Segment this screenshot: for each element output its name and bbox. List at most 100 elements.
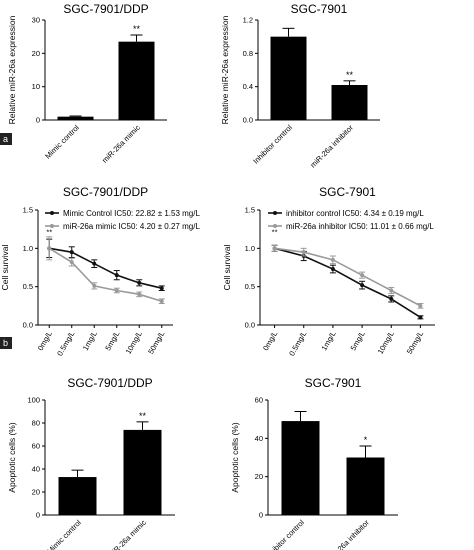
category-label: 0.5mg/L (287, 330, 308, 358)
y-axis-label: Apoptotic cells (%) (230, 422, 240, 493)
chart-title: SGC-7901 (305, 376, 362, 390)
panel-label: b (3, 338, 8, 348)
y-axis-label: Apoptotic cells (%) (7, 422, 17, 493)
chart-title: SGC-7901/DDP (63, 185, 148, 199)
significance-mark: ** (346, 70, 354, 80)
category-label: 0.5mg/L (55, 330, 76, 358)
y-axis-label: Cell survival (0, 244, 10, 290)
bar (270, 36, 307, 120)
legend-label: inhibitor control IC50: 4.34 ± 0.19 mg/L (286, 209, 424, 218)
series-line (274, 247, 421, 307)
bar (281, 421, 320, 515)
y-tick-label: 20 (32, 488, 40, 497)
y-tick-label: 0.0 (243, 116, 253, 125)
y-tick-label: 1.5 (23, 206, 33, 215)
y-tick-label: 1.0 (23, 244, 33, 253)
legend-marker (273, 224, 277, 228)
y-tick-label: 0 (259, 511, 263, 520)
chart-5: SGC-7901/DDP Apoptotic cells (%) 0 20 40 60 80… (7, 376, 175, 550)
y-tick-label: 0.0 (23, 321, 33, 330)
category-label: 50mg/L (405, 330, 425, 356)
data-point (92, 261, 97, 266)
bar (331, 85, 368, 120)
y-tick-label: 0 (36, 116, 40, 125)
y-tick-label: 0.8 (243, 49, 253, 58)
y-tick-label: 0.4 (243, 82, 253, 91)
category-label: 10mg/L (124, 330, 144, 356)
category-label: 10mg/L (376, 330, 396, 356)
chart-1: SGC-7901/DDP Relative miR-26a expression 0… (7, 2, 167, 165)
category-label: 5mg/L (349, 330, 367, 353)
data-point (389, 288, 394, 293)
series-line (274, 247, 421, 319)
data-point (360, 283, 365, 288)
significance-mark: ** (133, 24, 141, 34)
legend-marker (50, 211, 54, 215)
category-label: 0mg/L (36, 330, 54, 353)
chart-title: SGC-7901/DDP (63, 2, 148, 16)
y-axis-label: Cell survival (222, 244, 232, 290)
category-label: miR-26a inhibitor (324, 518, 371, 550)
legend-label: Mimic Control IC50: 22.82 ± 1.53 mg/L (63, 209, 200, 218)
data-point (418, 303, 423, 308)
annotation: ** (46, 228, 52, 237)
y-tick-label: 80 (32, 419, 40, 428)
data-point (389, 296, 394, 301)
y-axis-label: Relative miR-26a expression (220, 15, 230, 124)
panel-label-box (0, 133, 12, 145)
data-point (137, 292, 142, 297)
panel-label-box (0, 337, 12, 349)
category-label: 1mg/L (81, 330, 99, 353)
y-tick-label: 10 (32, 82, 40, 91)
y-tick-label: 20 (32, 49, 40, 58)
data-point (159, 286, 164, 291)
category-label: Mimic control (43, 123, 81, 161)
bar (346, 457, 385, 515)
y-tick-label: 40 (255, 434, 263, 443)
data-point (159, 299, 164, 304)
data-point (69, 260, 74, 265)
category-label: 1mg/L (319, 330, 337, 353)
series-line (48, 247, 162, 302)
y-tick-label: 60 (255, 396, 263, 405)
significance-mark: ** (139, 411, 147, 421)
category-label: Inhibitor control (263, 518, 306, 550)
legend-marker (50, 224, 54, 228)
data-point (272, 246, 277, 251)
bar (118, 41, 155, 120)
y-tick-label: 0.0 (245, 321, 255, 330)
category-label: miR-26a mimic (106, 518, 148, 550)
y-tick-label: 1.5 (245, 206, 255, 215)
y-tick-label: 0 (36, 511, 40, 520)
legend-marker (273, 211, 277, 215)
data-point (114, 273, 119, 278)
bar (58, 477, 97, 515)
data-point (69, 250, 74, 255)
category-label: miR-26a mimic (100, 123, 142, 165)
legend-label: miR-26a mimic IC50: 4.20 ± 0.27 mg/L (63, 222, 200, 231)
chart-6: SGC-7901 Apoptotic cells (%) 0 20 40 60 Inhibi… (230, 376, 398, 550)
y-tick-label: 60 (32, 442, 40, 451)
chart-title: SGC-7901/DDP (67, 376, 152, 390)
y-tick-label: 0.5 (245, 282, 255, 291)
data-point (330, 257, 335, 262)
data-point (92, 283, 97, 288)
category-label: miR-26a inhibitor (308, 123, 355, 170)
y-tick-label: 20 (255, 472, 263, 481)
data-point (330, 267, 335, 272)
y-tick-label: 0.5 (23, 282, 33, 291)
chart-3: SGC-7901/DDP Cell survival 0.0 0.5 1.0 1.5 0mg… (0, 185, 200, 357)
y-tick-label: 30 (32, 16, 40, 25)
y-tick-label: 1.2 (243, 16, 253, 25)
chart-4: SGC-7901 Cell survival 0.0 0.5 1.0 1.5 0mg/L 0.… (222, 185, 435, 357)
category-label: 5mg/L (103, 330, 121, 353)
chart-2: SGC-7901 Relative miR-26a expression 0.0 0.… (220, 2, 380, 170)
data-point (360, 273, 365, 278)
chart-title: SGC-7901 (291, 2, 348, 16)
category-label: Mimic control (45, 518, 83, 550)
legend-label: miR-26a inhibitor IC50: 11.01 ± 0.66 mg/… (286, 222, 434, 231)
bar (57, 116, 94, 120)
y-tick-label: 100 (27, 396, 40, 405)
significance-mark: * (364, 435, 368, 445)
